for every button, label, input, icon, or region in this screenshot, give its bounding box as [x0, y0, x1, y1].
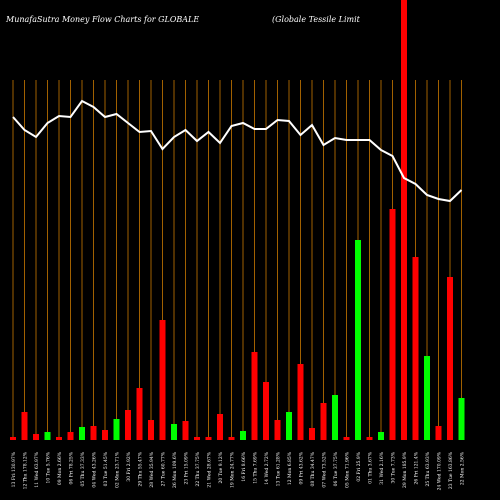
- bar: [205, 437, 212, 440]
- bar: [33, 434, 39, 440]
- bar: [182, 421, 189, 440]
- x-tick-label: 23 Tue 163.86%: [448, 451, 454, 489]
- bar: [125, 410, 131, 440]
- x-tick-label: 23 Fri 15.09%: [184, 451, 190, 484]
- bar: [309, 428, 315, 440]
- x-tick-label: 27 Tue 60.77%: [161, 451, 167, 486]
- x-tick-label: 06 Fri 78.25%: [69, 451, 75, 484]
- bar: [447, 277, 453, 440]
- bar: [113, 419, 120, 440]
- bar: [343, 437, 350, 440]
- x-tick-label: 01 Thu 3.67%: [368, 451, 374, 483]
- x-tick-label: 06 Tue 37.75%: [333, 451, 339, 486]
- bar: [56, 437, 62, 440]
- x-tick-label: 24 Wed 170.09%: [437, 451, 443, 490]
- x-tick-label: 02 Fri 25.9%: [356, 451, 362, 481]
- bar: [274, 420, 281, 440]
- bar: [366, 437, 373, 440]
- bar: [44, 432, 51, 440]
- bar: [171, 424, 177, 440]
- x-tick-label: 29 Mon 185.9%: [402, 451, 408, 488]
- bar: [10, 437, 16, 440]
- x-tick-label: 08 Thu 34.47%: [310, 451, 316, 486]
- bar: [194, 437, 200, 440]
- bar: [412, 257, 419, 440]
- x-tick-label: 20 Tue 9.12%: [218, 451, 224, 483]
- bar: [148, 420, 154, 440]
- bar: [228, 437, 235, 440]
- x-tick-label: 09 Mon 2.66%: [57, 451, 63, 485]
- x-tick-label: 14 Wed 2.72%: [264, 451, 270, 484]
- x-tick-label: 12 Mon 6.85%: [287, 451, 293, 485]
- bar: [378, 432, 384, 440]
- bar: [263, 382, 269, 440]
- x-tick-label: 22 Mon 2.56%: [460, 451, 466, 485]
- price-line: [12, 99, 463, 203]
- x-tick-label: 03 Tue 51.45%: [103, 451, 109, 486]
- bar: [297, 364, 304, 440]
- bar: [251, 352, 258, 440]
- x-tick-label: 30 Fri 2.92%: [126, 451, 132, 481]
- bar: [21, 412, 28, 440]
- x-tick-label: 30 Tue 7.73%: [391, 451, 397, 483]
- x-tick-label: 26 Fri 121.4%: [414, 451, 420, 484]
- x-tick-label: 26 Mon 109.6%: [172, 451, 178, 488]
- bar: [67, 432, 74, 440]
- bar: [159, 320, 166, 440]
- bar: [458, 398, 465, 440]
- x-tick-label: 09 Fri 43.62%: [299, 451, 305, 484]
- bar: [286, 412, 292, 440]
- x-tick-label: 31 Wed 2.16%: [379, 451, 385, 484]
- bar: [217, 414, 223, 440]
- bar: [320, 403, 327, 440]
- x-tick-label: 07 Wed 73.52%: [322, 451, 328, 487]
- bar: [435, 426, 442, 440]
- bar: [389, 209, 396, 440]
- x-tick-label: 25 Thu 63.93%: [425, 451, 431, 486]
- bar: [102, 430, 108, 440]
- x-tick-label: 19 Mon 24.77%: [230, 451, 236, 488]
- bar: [424, 356, 430, 440]
- x-tick-label: 16 Fri 8.66%: [241, 451, 247, 481]
- bar: [136, 388, 143, 440]
- bar: [355, 240, 361, 440]
- x-tick-label: 13 Tue 61.28%: [276, 451, 282, 486]
- bar: [90, 426, 97, 440]
- x-tick-label: 05 Thu 37.33%: [80, 451, 86, 486]
- x-tick-label: 29 Thu 55.47%: [138, 451, 144, 486]
- x-tick-label: 15 Thu 7.69%: [253, 451, 259, 483]
- x-tick-label: 21 Wed 28.67%: [207, 451, 213, 487]
- x-tick-label: 04 Wed 43.26%: [92, 451, 98, 487]
- x-tick-label: 22 Thu 37.75%: [195, 451, 201, 486]
- chart-title: MunafaSutra Money Flow Charts for GLOBAL…: [5, 15, 199, 24]
- bar: [332, 395, 338, 440]
- x-tick-label: 10 Tue 5.76%: [46, 451, 52, 483]
- bar: [240, 431, 246, 440]
- x-tick-label: 05 Mon 71.96%: [345, 451, 351, 488]
- bar: [79, 427, 85, 440]
- bar: [401, 0, 407, 440]
- x-tick-label: 02 Mon 23.71%: [115, 451, 121, 488]
- x-tick-label: 11 Wed 63.97%: [34, 451, 40, 487]
- x-tick-label: 12 Thu 178.12%: [23, 451, 29, 489]
- x-tick-label: 28 Wed 35.94%: [149, 451, 155, 487]
- chart-subtitle: (Globale Tessile Limit: [272, 15, 361, 24]
- x-tick-label: 13 Fri 130.97%: [11, 451, 17, 487]
